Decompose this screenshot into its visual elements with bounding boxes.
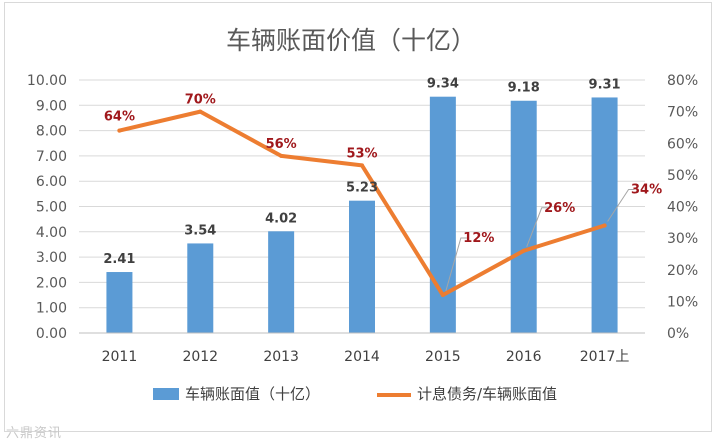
bar-data-label: 9.18 [508,81,540,96]
line-data-label: 53% [346,146,377,161]
bar-data-label: 9.34 [427,77,459,92]
bar-data-label: 3.54 [184,223,216,238]
left-axis-tick-label: 2.00 [36,275,67,291]
right-axis-tick-label: 30% [667,231,698,247]
bar-data-label: 9.31 [589,77,621,92]
x-axis-tick-label: 2011 [102,349,138,365]
left-axis-tick-label: 9.00 [36,98,67,114]
bar-data-label: 2.41 [103,252,135,267]
legend-bar-label: 车辆账面值（十亿） [185,385,320,403]
left-axis-tick-label: 7.00 [36,149,67,165]
x-axis-tick-label: 2017上 [580,349,630,365]
x-axis-tick-label: 2012 [182,349,218,365]
bar [510,100,537,333]
left-axis-tick-label: 4.00 [36,225,67,241]
bar-data-label: 5.23 [346,181,378,196]
line-data-label: 56% [266,137,297,152]
right-axis-tick-label: 20% [667,263,698,279]
left-axis-tick-label: 10.00 [27,73,67,89]
x-axis-tick-label: 2013 [263,349,299,365]
legend-line-label: 计息债务/车辆账面值 [417,385,557,403]
line-point [360,163,364,168]
right-axis-tick-label: 50% [667,168,698,184]
line-point [602,223,607,228]
line-data-label: 64% [104,110,135,125]
left-axis-tick-label: 6.00 [36,174,67,190]
right-axis-tick-label: 10% [667,294,698,310]
bar-data-label: 4.02 [265,211,297,226]
bar [106,272,133,333]
line-data-label: 12% [463,231,494,246]
left-axis-tick-label: 8.00 [36,124,67,140]
line-point [521,248,526,253]
left-axis-tick-label: 3.00 [36,250,67,266]
right-axis-tick-label: 0% [667,326,689,342]
bar [429,96,456,333]
bar [187,243,214,333]
left-axis-tick-label: 5.00 [36,200,67,216]
chart-title: 车辆账面价值（十亿） [226,26,476,55]
line-data-label: 70% [185,93,216,108]
label-leader-line [445,237,467,292]
legend-bar-swatch [153,388,179,400]
right-axis-tick-label: 70% [667,105,698,121]
left-axis-tick-label: 0.00 [36,326,67,342]
x-axis-tick-label: 2014 [344,349,380,365]
right-axis-tick-label: 40% [667,200,698,216]
line-point [279,153,284,158]
line-point [198,109,203,114]
label-leader-line [526,207,548,247]
right-axis-tick-label: 60% [667,136,698,152]
bar [349,200,375,333]
bar [591,97,618,333]
bar [268,231,295,333]
watermark: 六鼎资讯 [6,426,63,441]
line-data-label: 34% [631,182,662,197]
left-axis-tick-label: 1.00 [36,301,67,317]
right-axis-tick-label: 80% [667,73,698,89]
chart-frame: 车辆账面价值（十亿） 2.41 3.54 4.02 5.23 9.34 9.18 9.31 6… [4,2,712,432]
chart: 车辆账面价值（十亿） 2.41 3.54 4.02 5.23 9.34 9.18 9.31 6… [27,26,698,403]
line-point [117,128,122,133]
x-axis-tick-label: 2016 [506,349,542,365]
line-point [440,293,445,298]
label-leader-line [607,188,635,222]
x-axis-tick-label: 2015 [425,349,461,365]
line-data-label: 26% [544,201,575,216]
